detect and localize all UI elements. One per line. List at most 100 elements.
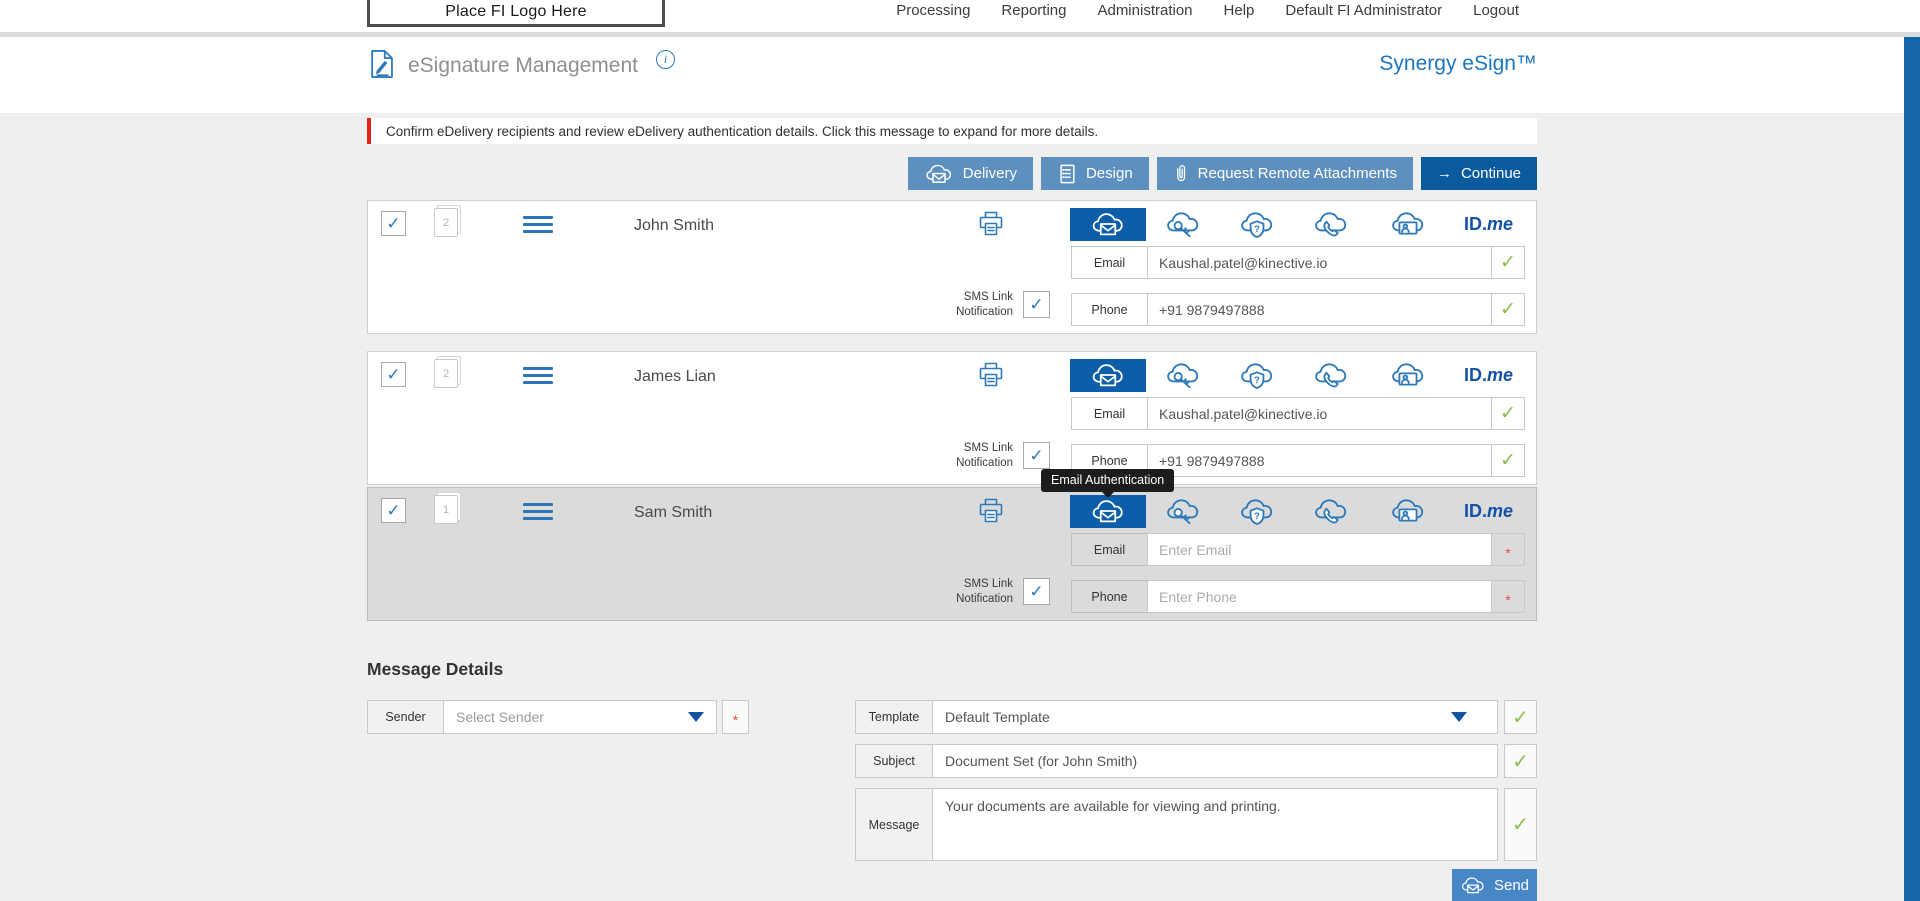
fi-logo-text: Place FI Logo Here [445, 2, 587, 20]
top-navigation: Processing Reporting Administration Help… [896, 1, 1519, 21]
idme-auth-button[interactable]: ID.me [1464, 501, 1514, 521]
recipient-checkbox[interactable]: ✓ [381, 362, 406, 387]
sms-link-notification-label: SMS Link Notification [956, 578, 1013, 606]
page-header [0, 37, 1920, 113]
nav-item-help[interactable]: Help [1223, 2, 1255, 19]
delivery-button[interactable]: Delivery [907, 157, 1033, 190]
access-code-auth-button[interactable] [1165, 360, 1201, 390]
subject-valid-cell: ✓ [1504, 744, 1537, 778]
top-bar [0, 0, 1920, 32]
action-toolbar: Delivery Design Request Remote Attachmen… [367, 157, 1537, 190]
nav-item-user-menu[interactable]: Default FI Administrator [1285, 2, 1443, 19]
access-code-auth-button[interactable] [1165, 209, 1201, 239]
print-icon[interactable] [976, 496, 1006, 526]
sms-link-notification-checkbox[interactable]: ✓ [1023, 578, 1050, 605]
drag-handle-icon[interactable] [523, 503, 553, 524]
drag-handle-icon[interactable] [523, 216, 553, 237]
recipient-name: James Lian [634, 368, 716, 385]
required-asterisk-icon: * [1505, 591, 1511, 608]
sms-link-notification-checkbox[interactable]: ✓ [1023, 442, 1050, 469]
phone-input[interactable] [1147, 444, 1492, 477]
phone-field-label: Phone [1071, 293, 1148, 326]
email-cloud-icon [1092, 213, 1123, 236]
email-field-label: Email [1071, 533, 1148, 566]
email-auth-button[interactable] [1070, 208, 1146, 241]
security-question-auth-button[interactable]: ? [1239, 360, 1275, 390]
request-remote-attachments-button[interactable]: Request Remote Attachments [1156, 157, 1413, 190]
access-code-auth-button[interactable] [1165, 496, 1201, 526]
continue-arrow-icon: → [1436, 165, 1452, 182]
sender-select[interactable]: Select Sender [443, 700, 717, 734]
chevron-down-icon [688, 712, 704, 722]
email-required-cell: * [1491, 533, 1525, 566]
phone-auth-button[interactable] [1313, 496, 1349, 526]
email-field-label: Email [1071, 397, 1148, 430]
phone-input[interactable] [1147, 293, 1492, 326]
fi-logo-placeholder: Place FI Logo Here [367, 0, 665, 27]
email-input[interactable] [1147, 246, 1492, 279]
email-cloud-icon [1092, 500, 1123, 523]
send-button[interactable]: Send [1452, 869, 1537, 901]
id-verification-auth-button[interactable] [1390, 209, 1426, 239]
sender-required-cell: * [722, 700, 749, 734]
recipient-row: ✓ 2 John Smith ? [367, 200, 1537, 334]
nav-item-processing[interactable]: Processing [896, 2, 971, 19]
template-select[interactable]: Default Template [932, 700, 1498, 734]
valid-check-icon: ✓ [1500, 252, 1516, 273]
idme-auth-button[interactable]: ID.me [1464, 214, 1514, 234]
check-icon: ✓ [1029, 446, 1044, 465]
phone-input[interactable] [1147, 580, 1492, 613]
email-auth-button[interactable] [1070, 359, 1146, 392]
phone-auth-button[interactable] [1313, 360, 1349, 390]
print-icon[interactable] [976, 360, 1006, 390]
id-verification-auth-button[interactable] [1390, 360, 1426, 390]
security-question-auth-button[interactable]: ? [1239, 496, 1275, 526]
alert-accent-bar [367, 118, 371, 144]
nav-item-reporting[interactable]: Reporting [1001, 2, 1067, 19]
message-textarea[interactable]: Your documents are available for viewing… [932, 788, 1498, 861]
document-count-badge: 1 [434, 495, 458, 524]
nav-item-logout[interactable]: Logout [1473, 2, 1519, 19]
email-input[interactable] [1147, 397, 1492, 430]
edelivery-alert-message[interactable]: Confirm eDelivery recipients and review … [367, 118, 1537, 144]
drag-handle-icon[interactable] [523, 367, 553, 388]
recipient-name: John Smith [634, 217, 715, 234]
design-button[interactable]: Design [1040, 157, 1149, 190]
page-scrollbar[interactable] [1904, 37, 1920, 901]
info-icon[interactable]: i [656, 50, 675, 69]
email-auth-button[interactable] [1070, 495, 1146, 528]
sms-link-notification-label: SMS Link Notification [956, 442, 1013, 470]
security-question-auth-button[interactable]: ? [1239, 209, 1275, 239]
subject-input[interactable] [933, 745, 1497, 777]
recipient-row: ✓ 1 Sam Smith ? [367, 487, 1537, 621]
phone-field-label: Phone [1071, 580, 1148, 613]
check-icon: ✓ [386, 365, 401, 384]
phone-required-cell: * [1491, 580, 1525, 613]
recipient-checkbox[interactable]: ✓ [381, 498, 406, 523]
send-button-label: Send [1493, 876, 1530, 894]
email-field-label: Email [1071, 246, 1148, 279]
continue-button-label: Continue [1460, 165, 1521, 182]
template-label: Template [855, 700, 933, 734]
request-remote-attachments-label: Request Remote Attachments [1197, 165, 1397, 182]
print-icon[interactable] [976, 209, 1006, 239]
svg-text:?: ? [1254, 224, 1260, 235]
svg-text:?: ? [1254, 511, 1260, 522]
subject-field [932, 744, 1498, 778]
phone-auth-button[interactable] [1313, 209, 1349, 239]
paperclip-icon [1176, 164, 1185, 181]
id-verification-auth-button[interactable] [1390, 496, 1426, 526]
email-input[interactable] [1147, 533, 1492, 566]
delivery-button-label: Delivery [962, 165, 1017, 182]
continue-button[interactable]: → Continue [1420, 157, 1537, 190]
sms-link-notification-checkbox[interactable]: ✓ [1023, 291, 1050, 318]
nav-item-administration[interactable]: Administration [1097, 2, 1193, 19]
design-button-label: Design [1085, 165, 1133, 182]
recipient-name: Sam Smith [634, 504, 713, 521]
idme-auth-button[interactable]: ID.me [1464, 365, 1514, 385]
message-valid-cell: ✓ [1504, 788, 1537, 861]
valid-check-icon: ✓ [1500, 403, 1516, 424]
recipient-checkbox[interactable]: ✓ [381, 211, 406, 236]
document-count-badge: 2 [434, 208, 458, 237]
